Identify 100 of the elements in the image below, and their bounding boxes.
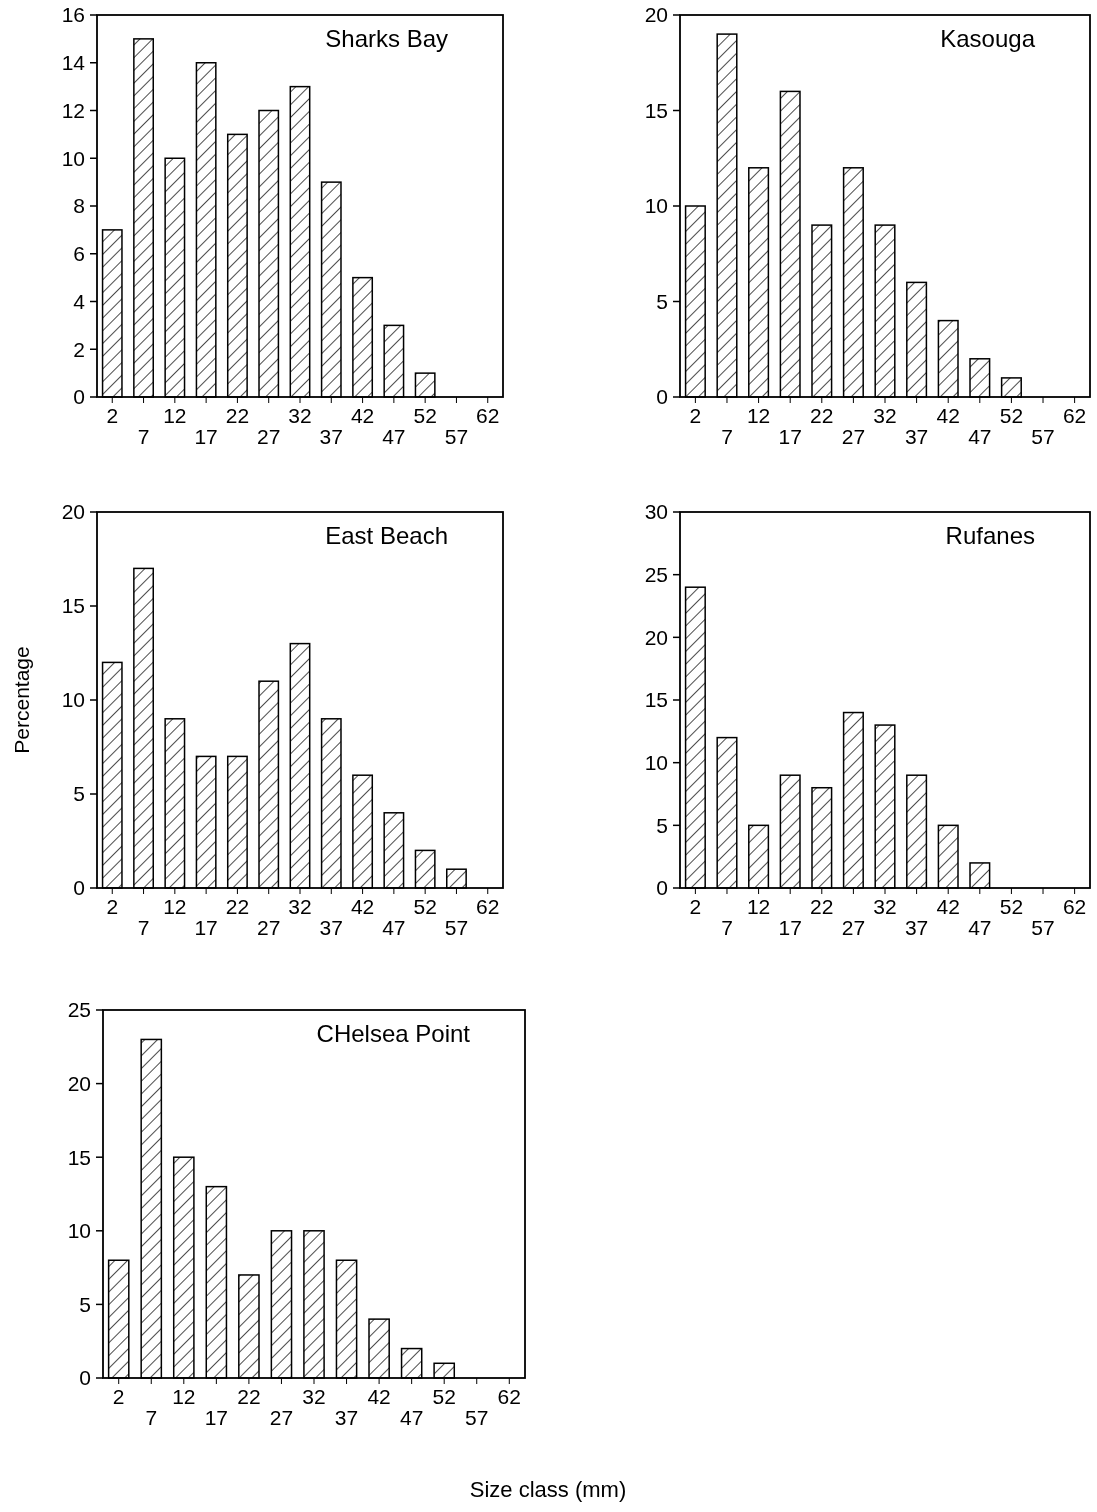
x-tick-label: 57 xyxy=(465,1406,489,1429)
y-tick-label: 10 xyxy=(61,146,85,170)
x-tick-label: 52 xyxy=(413,404,437,427)
x-tick-label: 12 xyxy=(746,404,771,427)
x-tick-label: 22 xyxy=(225,404,250,427)
y-tick-label: 0 xyxy=(656,876,668,900)
y-tick-label: 15 xyxy=(644,98,668,122)
x-tick-label: 2 xyxy=(106,404,119,427)
y-tick-label: 30 xyxy=(644,500,668,524)
y-tick-label: 20 xyxy=(67,1071,91,1095)
x-tick-label: 12 xyxy=(163,895,187,918)
x-tick-label: 47 xyxy=(968,425,992,448)
x-tick-label: 17 xyxy=(778,425,802,448)
y-tick-label: 10 xyxy=(67,1219,91,1243)
x-tick-label: 12 xyxy=(172,1385,196,1408)
x-tick-label: 52 xyxy=(999,404,1024,427)
y-tick-label: 20 xyxy=(644,625,668,649)
x-tick-label: 27 xyxy=(841,916,866,939)
y-tick-label: 14 xyxy=(61,51,86,75)
y-tick-label: 10 xyxy=(644,194,668,218)
x-tick-label: 37 xyxy=(319,425,343,448)
y-tick-label: 8 xyxy=(73,194,85,218)
chart-title: Rufanes xyxy=(945,522,1035,549)
y-tick-label: 10 xyxy=(61,688,85,712)
x-tick-label: 22 xyxy=(810,895,834,918)
x-tick-label: 62 xyxy=(476,404,500,427)
y-tick-label: 16 xyxy=(61,3,85,27)
x-tick-label: 62 xyxy=(1062,895,1087,918)
x-tick-label: 32 xyxy=(873,895,897,918)
x-tick-label: 57 xyxy=(1031,916,1055,939)
chart-title: Kasouga xyxy=(940,25,1036,52)
x-tick-label: 42 xyxy=(367,1385,391,1408)
y-tick-label: 2 xyxy=(73,337,85,361)
x-tick-label: 52 xyxy=(413,895,437,918)
y-tick-label: 0 xyxy=(73,385,85,409)
y-tick-label: 5 xyxy=(656,289,668,313)
x-tick-label: 42 xyxy=(350,404,375,427)
x-tick-label: 2 xyxy=(689,895,702,918)
x-tick-label: 37 xyxy=(904,425,929,448)
x-tick-label: 37 xyxy=(904,916,929,939)
x-tick-label: 57 xyxy=(1031,425,1055,448)
x-tick-label: 62 xyxy=(476,895,500,918)
x-tick-label: 22 xyxy=(810,404,834,427)
x-tick-label: 47 xyxy=(382,916,406,939)
x-tick-label: 27 xyxy=(257,916,281,939)
y-tick-label: 10 xyxy=(644,751,668,775)
y-tick-label: 20 xyxy=(61,500,85,524)
x-tick-label: 37 xyxy=(334,1406,359,1429)
x-tick-label: 57 xyxy=(444,425,469,448)
x-tick-label: 32 xyxy=(302,1385,326,1408)
y-tick-label: 5 xyxy=(656,813,668,837)
x-tick-label: 22 xyxy=(225,895,250,918)
x-tick-label: 32 xyxy=(288,895,312,918)
y-tick-label: 6 xyxy=(73,242,85,266)
x-axis-title: Size class (mm) xyxy=(469,1477,627,1502)
y-tick-label: 4 xyxy=(73,289,86,313)
x-tick-label: 32 xyxy=(288,404,312,427)
x-tick-label: 17 xyxy=(204,1406,229,1429)
y-tick-label: 0 xyxy=(656,385,668,409)
x-tick-label: 17 xyxy=(194,425,218,448)
x-tick-label: 2 xyxy=(689,404,702,427)
x-tick-label: 2 xyxy=(112,1385,125,1408)
x-tick-label: 7 xyxy=(721,425,733,448)
x-tick-label: 62 xyxy=(497,1385,521,1408)
x-tick-label: 17 xyxy=(194,916,218,939)
y-tick-label: 15 xyxy=(61,594,85,618)
x-tick-label: 2 xyxy=(106,895,119,918)
x-tick-label: 7 xyxy=(137,425,150,448)
y-tick-label: 15 xyxy=(67,1145,91,1169)
x-tick-label: 52 xyxy=(432,1385,456,1408)
x-tick-label: 42 xyxy=(936,895,960,918)
chart-title: East Beach xyxy=(325,522,448,549)
x-tick-label: 57 xyxy=(444,916,469,939)
y-tick-label: 5 xyxy=(79,1292,91,1316)
y-tick-label: 5 xyxy=(73,782,85,806)
x-tick-label: 27 xyxy=(269,1406,294,1429)
x-tick-label: 47 xyxy=(399,1406,424,1429)
y-tick-label: 15 xyxy=(644,688,668,712)
x-tick-label: 42 xyxy=(350,895,375,918)
y-tick-label: 12 xyxy=(61,98,85,122)
x-tick-label: 52 xyxy=(999,895,1024,918)
x-tick-label: 27 xyxy=(257,425,281,448)
y-axis-title: Percentage xyxy=(10,646,33,754)
x-tick-label: 22 xyxy=(237,1385,261,1408)
chart-title: Sharks Bay xyxy=(325,25,448,52)
x-tick-label: 47 xyxy=(968,916,992,939)
x-tick-label: 17 xyxy=(778,916,802,939)
x-tick-label: 7 xyxy=(721,916,733,939)
x-tick-label: 12 xyxy=(163,404,187,427)
y-tick-label: 25 xyxy=(644,563,668,587)
x-tick-label: 32 xyxy=(873,404,897,427)
x-tick-label: 42 xyxy=(936,404,960,427)
y-tick-label: 25 xyxy=(67,998,91,1022)
x-tick-label: 37 xyxy=(319,916,343,939)
y-tick-label: 20 xyxy=(644,3,668,27)
x-tick-label: 27 xyxy=(841,425,866,448)
y-tick-label: 0 xyxy=(79,1366,91,1390)
x-tick-label: 62 xyxy=(1062,404,1087,427)
x-tick-label: 47 xyxy=(382,425,406,448)
y-tick-label: 0 xyxy=(73,876,85,900)
